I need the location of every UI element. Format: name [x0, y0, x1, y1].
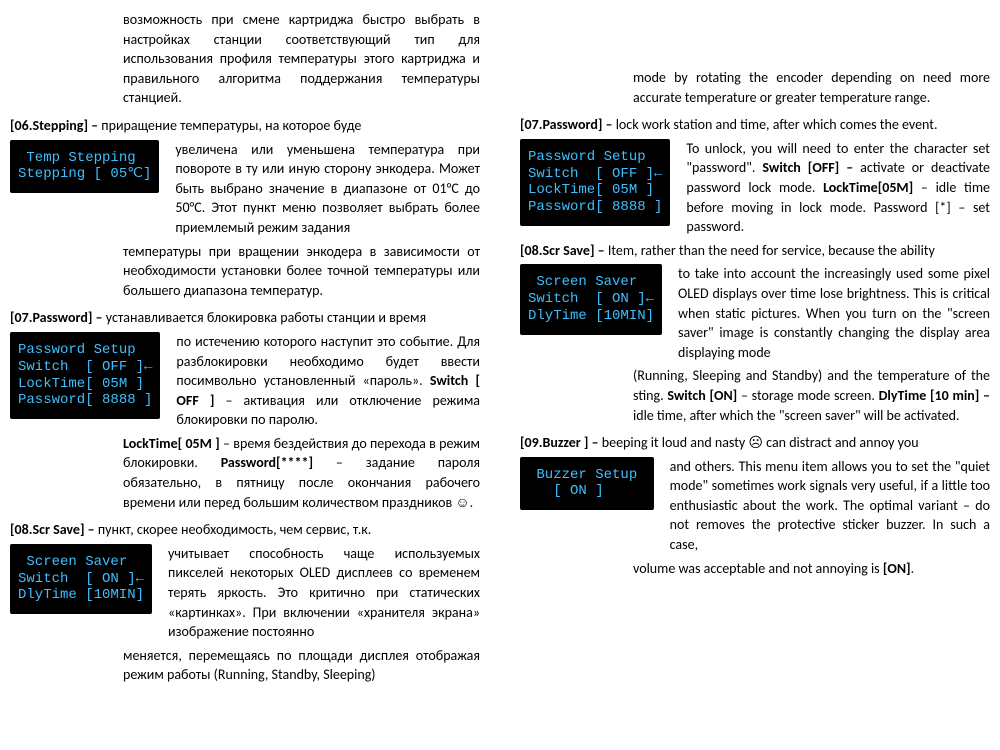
en-password-head: [07.Password] – [520, 116, 616, 133]
en-scrsave-beside: to take into account the increasingly us… [678, 264, 990, 362]
ru-password-beside: по истечению которого наступит это событ… [176, 332, 480, 430]
en-scrsave-lead: Item, rather than the need for service, … [608, 242, 935, 259]
en-scrsave-row: Screen Saver Switch [ ON ]← DlyTime [10M… [520, 264, 990, 362]
en-scrsave-leadline: [08.Scr Save] – Item, rather than the ne… [520, 241, 990, 261]
column-english: mode by rotating the encoder depending o… [520, 10, 990, 693]
column-russian: возможность при смене картриджа быстро в… [10, 10, 480, 693]
en-buzzer-leadline: [09.Buzzer ] – beeping it loud and nasty… [520, 433, 990, 453]
oled-screensaver-ru: Screen Saver Switch [ ON ]← DlyTime [10M… [10, 544, 152, 614]
oled-password-en: Password Setup Switch [ OFF ]← LockTime[… [520, 139, 670, 226]
oled-buzzer-en: Buzzer Setup [ ON ] [520, 457, 654, 511]
en-password-leadline: [07.Password] – lock work station and ti… [520, 115, 990, 135]
en-buzzer-beside: and others. This menu item allows you to… [670, 457, 990, 555]
oled-password-ru: Password Setup Switch [ OFF ]← LockTime[… [10, 332, 160, 419]
ru-password-lead: устанавливается блокировка работы станци… [106, 309, 426, 326]
ru-stepping-beside: увеличена или уменьшена температура при … [175, 140, 480, 238]
en-password-beside: To unlock, you will need to enter the ch… [686, 139, 990, 237]
ru-stepping-row: Temp Stepping Stepping [ 05℃] увеличена … [10, 140, 480, 238]
ru-stepping-lead: приращение температуры, на которое буде [101, 117, 361, 134]
ru-password-after: LockTime[ 05M ] – время бездействия до п… [123, 434, 480, 512]
ru-scrsave-beside: учитывает способность чаще используемых … [168, 544, 480, 642]
ru-scrsave-leadline: [08.Scr Save] – пункт, скорее необходимо… [10, 520, 480, 540]
ru-scrsave-after: меняется, перемещаясь по площади дисплея… [123, 646, 480, 685]
en-scrsave-head: [08.Scr Save] – [520, 242, 608, 259]
ru-stepping-head: [06.Stepping] – [10, 117, 101, 134]
ru-intro-para: возможность при смене картриджа быстро в… [123, 10, 480, 108]
en-password-lead: lock work station and time, after which … [616, 116, 938, 133]
ru-scrsave-head: [08.Scr Save] – [10, 521, 98, 538]
en-intro-para: mode by rotating the encoder depending o… [633, 68, 990, 107]
en-buzzer-row: Buzzer Setup [ ON ] and others. This men… [520, 457, 990, 555]
ru-scrsave-row: Screen Saver Switch [ ON ]← DlyTime [10M… [10, 544, 480, 642]
en-scrsave-after: (Running, Sleeping and Standby) and the … [633, 366, 990, 425]
oled-screensaver-en: Screen Saver Switch [ ON ]← DlyTime [10M… [520, 264, 662, 334]
ru-password-row: Password Setup Switch [ OFF ]← LockTime[… [10, 332, 480, 430]
ru-password-head: [07.Password] – [10, 309, 106, 326]
ru-stepping-after: температуры при вращении энкодера в зави… [123, 242, 480, 301]
ru-stepping-leadline: [06.Stepping] – приращение температуры, … [10, 116, 480, 136]
spacer [520, 10, 990, 68]
ru-scrsave-lead: пункт, скорее необходимость, чем сервис,… [98, 521, 372, 538]
en-buzzer-head: [09.Buzzer ] – [520, 434, 602, 451]
two-column-layout: возможность при смене картриджа быстро в… [10, 10, 990, 693]
oled-temp-stepping: Temp Stepping Stepping [ 05℃] [10, 140, 159, 194]
en-buzzer-after: volume was acceptable and not annoying i… [633, 559, 990, 579]
en-buzzer-lead: beeping it loud and nasty ☹ can distract… [602, 434, 919, 451]
ru-password-leadline: [07.Password] – устанавливается блокиров… [10, 308, 480, 328]
en-password-row: Password Setup Switch [ OFF ]← LockTime[… [520, 139, 990, 237]
